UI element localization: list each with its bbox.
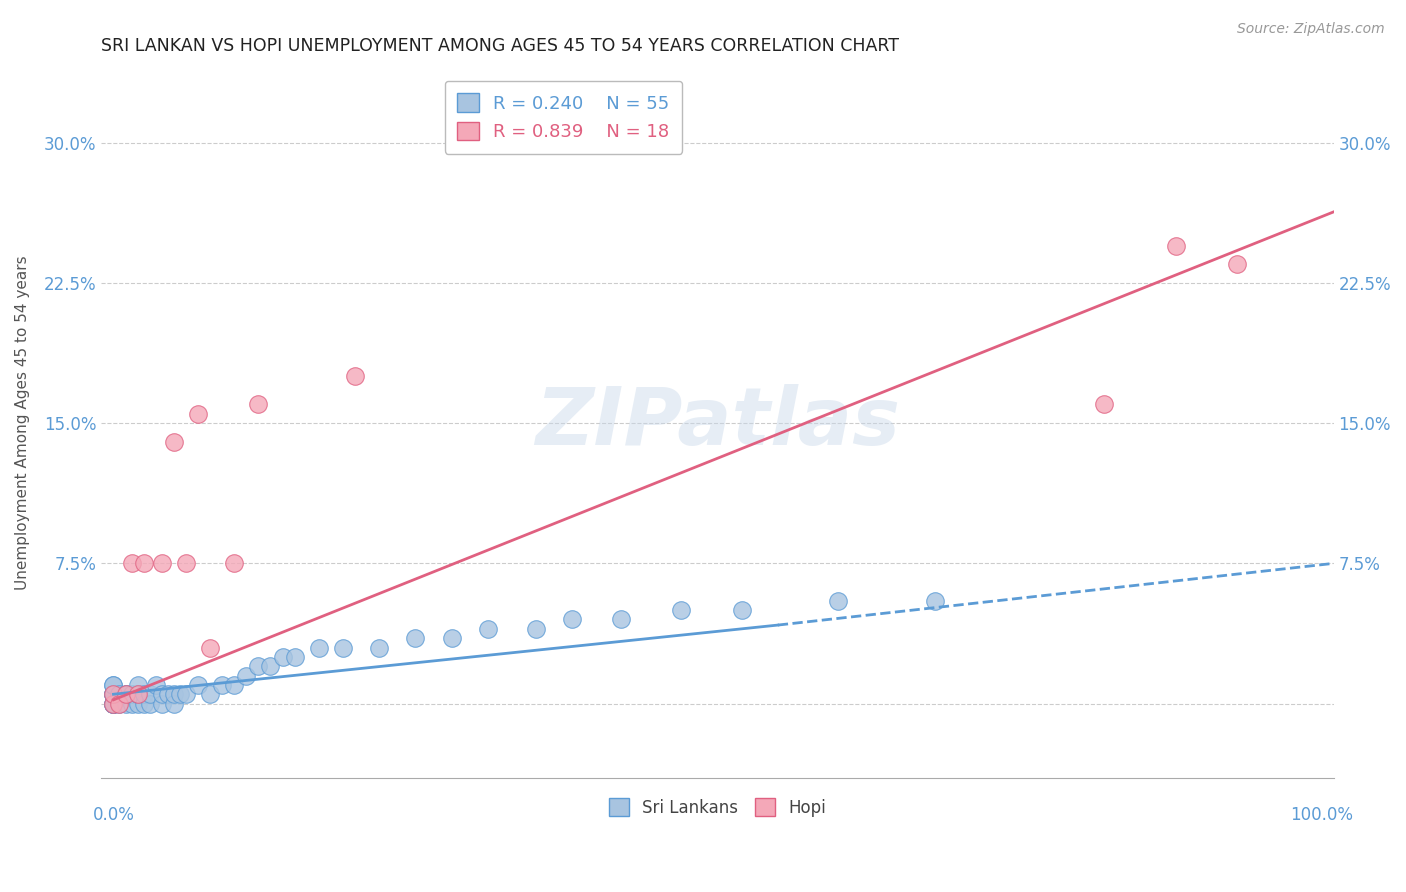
Legend: Sri Lankans, Hopi: Sri Lankans, Hopi xyxy=(602,792,832,823)
Text: ZIPatlas: ZIPatlas xyxy=(534,384,900,462)
Point xyxy=(827,594,849,608)
Point xyxy=(198,687,221,701)
Point xyxy=(103,687,125,701)
Point xyxy=(103,697,125,711)
Point xyxy=(127,687,149,701)
Point xyxy=(163,434,186,449)
Point xyxy=(132,697,155,711)
Point xyxy=(308,640,330,655)
Point xyxy=(108,687,131,701)
Point xyxy=(344,369,367,384)
Point xyxy=(271,649,294,664)
Point xyxy=(103,678,125,692)
Point xyxy=(114,687,136,701)
Point xyxy=(211,678,233,692)
Point xyxy=(247,397,270,411)
Text: 100.0%: 100.0% xyxy=(1289,806,1353,824)
Point xyxy=(174,687,197,701)
Point xyxy=(187,678,209,692)
Point xyxy=(477,622,499,636)
Text: SRI LANKAN VS HOPI UNEMPLOYMENT AMONG AGES 45 TO 54 YEARS CORRELATION CHART: SRI LANKAN VS HOPI UNEMPLOYMENT AMONG AG… xyxy=(101,37,900,55)
Point xyxy=(127,687,149,701)
Point xyxy=(730,603,752,617)
Point xyxy=(224,678,246,692)
Point xyxy=(103,687,125,701)
Point xyxy=(440,631,463,645)
Point xyxy=(235,668,257,682)
Point xyxy=(332,640,354,655)
Point xyxy=(156,687,179,701)
Point xyxy=(163,687,186,701)
Point xyxy=(103,697,125,711)
Point xyxy=(103,697,125,711)
Y-axis label: Unemployment Among Ages 45 to 54 years: Unemployment Among Ages 45 to 54 years xyxy=(15,256,30,591)
Point xyxy=(169,687,191,701)
Point xyxy=(150,687,173,701)
Point xyxy=(108,697,131,711)
Point xyxy=(127,697,149,711)
Point xyxy=(1092,397,1115,411)
Point xyxy=(150,557,173,571)
Point xyxy=(1226,257,1249,271)
Point xyxy=(132,687,155,701)
Text: 0.0%: 0.0% xyxy=(93,806,135,824)
Point xyxy=(121,697,143,711)
Point xyxy=(103,687,125,701)
Point xyxy=(114,687,136,701)
Point xyxy=(132,557,155,571)
Point xyxy=(127,687,149,701)
Point xyxy=(561,612,583,626)
Point xyxy=(669,603,692,617)
Point xyxy=(138,697,160,711)
Point xyxy=(924,594,946,608)
Point xyxy=(103,678,125,692)
Point xyxy=(224,557,246,571)
Point xyxy=(103,697,125,711)
Point xyxy=(187,407,209,421)
Text: Source: ZipAtlas.com: Source: ZipAtlas.com xyxy=(1237,22,1385,37)
Point xyxy=(284,649,307,664)
Point xyxy=(404,631,426,645)
Point xyxy=(163,697,186,711)
Point xyxy=(103,687,125,701)
Point xyxy=(145,678,167,692)
Point xyxy=(121,687,143,701)
Point xyxy=(150,697,173,711)
Point xyxy=(103,697,125,711)
Point xyxy=(259,659,281,673)
Point xyxy=(114,687,136,701)
Point xyxy=(1166,238,1188,252)
Point xyxy=(174,557,197,571)
Point xyxy=(524,622,547,636)
Point xyxy=(108,697,131,711)
Point xyxy=(121,557,143,571)
Point xyxy=(610,612,633,626)
Point xyxy=(247,659,270,673)
Point xyxy=(198,640,221,655)
Point xyxy=(103,687,125,701)
Point xyxy=(114,697,136,711)
Point xyxy=(127,678,149,692)
Point xyxy=(138,687,160,701)
Point xyxy=(368,640,391,655)
